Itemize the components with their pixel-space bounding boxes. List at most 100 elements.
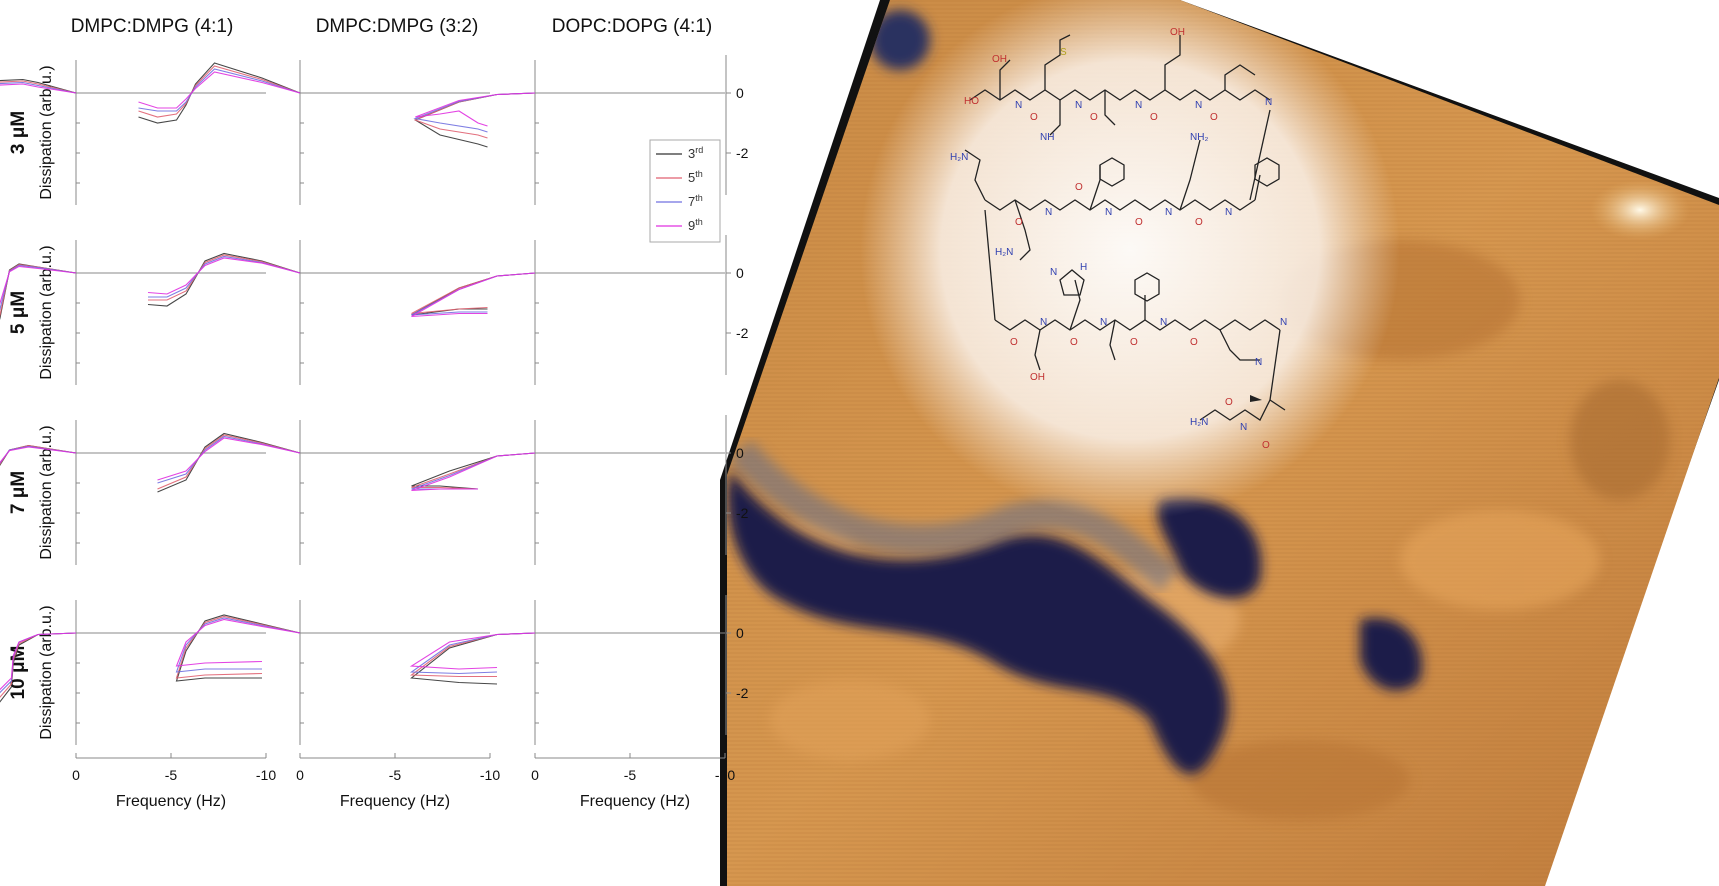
series-line [175,618,301,667]
panel-axes [75,600,266,745]
series-line [175,614,301,682]
series-line [415,92,536,127]
column-title: DOPC:DOPG (4:1) [552,16,712,37]
series-line [0,81,77,94]
series-line [411,272,536,315]
y-tick-label: 0 [736,85,744,101]
series-line [148,254,301,301]
svg-text:HO: HO [964,96,979,107]
series-line [175,617,301,673]
svg-text:O: O [1195,217,1203,228]
panel-axes [534,420,725,565]
series-line [0,265,77,305]
row-labels: 3 μM Dissipation (arb.u.) 5 μM Dissipation … [8,65,55,739]
column-title: DMPC:DMPG (3:2) [316,16,479,37]
svg-text:O: O [1015,217,1023,228]
series-line [157,432,301,493]
series-line [0,264,77,311]
y-axis-label: Dissipation (arb.u.) [38,605,55,739]
panel-axes [299,60,490,205]
column-titles: DMPC:DMPG (4:1) DMPC:DMPG (3:2) DOPC:DOP… [71,16,713,37]
y-tick-label: -2 [736,145,749,161]
svg-text:N: N [1135,100,1142,111]
svg-text:N: N [1015,100,1022,111]
svg-text:O: O [1130,337,1138,348]
svg-text:OH: OH [1170,27,1185,38]
panel-axes [299,420,490,565]
y-axis-label: Dissipation (arb.u.) [38,245,55,379]
series-line [0,632,77,691]
series-line [409,632,536,670]
series-line [0,78,77,94]
y-tick-label: 0 [736,445,744,461]
row-label: 3 μM [8,111,29,154]
svg-text:S: S [1060,47,1067,58]
x-tick-label: 0 [72,767,80,783]
legend-entry: 7th [688,193,703,209]
row-label: 10 μM [8,646,29,700]
x-tick-label: -10 [715,767,735,783]
column-title: DMPC:DMPG (4:1) [71,16,234,37]
row-label: 7 μM [8,471,29,514]
panel-axes [75,60,266,205]
series-line [138,65,301,118]
series-line [147,252,301,307]
series-line [157,434,301,490]
svg-text:O: O [1150,112,1158,123]
svg-text:N: N [1265,97,1272,108]
legend-entry: 5th [688,169,703,185]
right-axis: 0 -2 0 -2 0 -2 0 -2 [725,55,749,735]
y-tick-label: 0 [736,265,744,281]
x-tick-label: 0 [531,767,539,783]
series-line [0,83,77,94]
svg-text:H₂N: H₂N [950,152,968,163]
svg-text:N: N [1105,207,1112,218]
svg-text:N: N [1160,317,1167,328]
series-line [138,71,301,109]
svg-text:O: O [1090,112,1098,123]
x-tick-label: -5 [389,767,402,783]
svg-text:OH: OH [992,54,1007,65]
x-axis-label: Frequency (Hz) [580,793,690,810]
x-axis-label: Frequency (Hz) [116,793,226,810]
svg-text:N: N [1195,100,1202,111]
series-line [0,264,77,317]
x-tick-label: -5 [165,767,178,783]
panel-axes [299,240,490,385]
svg-text:H₂N: H₂N [995,247,1013,258]
svg-text:NH₂: NH₂ [1190,132,1208,143]
svg-text:N: N [1255,357,1262,368]
svg-text:O: O [1075,182,1083,193]
series-line [157,437,301,481]
series-line [148,255,301,298]
svg-text:H₂N: H₂N [1190,417,1208,428]
panel-axes [75,240,266,385]
svg-text:N: N [1165,207,1172,218]
svg-text:O: O [1190,337,1198,348]
panel-axes [299,600,490,745]
svg-text:O: O [1010,337,1018,348]
svg-text:N: N [1100,317,1107,328]
svg-text:H: H [1080,262,1087,273]
x-tick-label: -10 [256,767,276,783]
panel-axes [75,420,266,565]
series-line [411,452,536,492]
series-line [0,446,77,464]
svg-text:N: N [1050,267,1057,278]
panel-axes [534,60,725,205]
x-tick-label: -10 [480,767,500,783]
series-line [147,257,301,295]
legend: 3rd 5th 7th 9th [649,139,721,243]
svg-text:O: O [1210,112,1218,123]
svg-text:NH: NH [1040,132,1054,143]
peptide-structure-icon: OH HO S NH OH N N N N O O O O N H₂N NH₂ … [950,27,1287,451]
series-line [157,435,301,484]
y-tick-label: -2 [736,325,749,341]
y-axis-label: Dissipation (arb.u.) [38,65,55,199]
svg-text:OH: OH [1030,372,1045,383]
series-line [0,444,77,465]
series-line [411,272,536,318]
svg-text:N: N [1045,207,1052,218]
